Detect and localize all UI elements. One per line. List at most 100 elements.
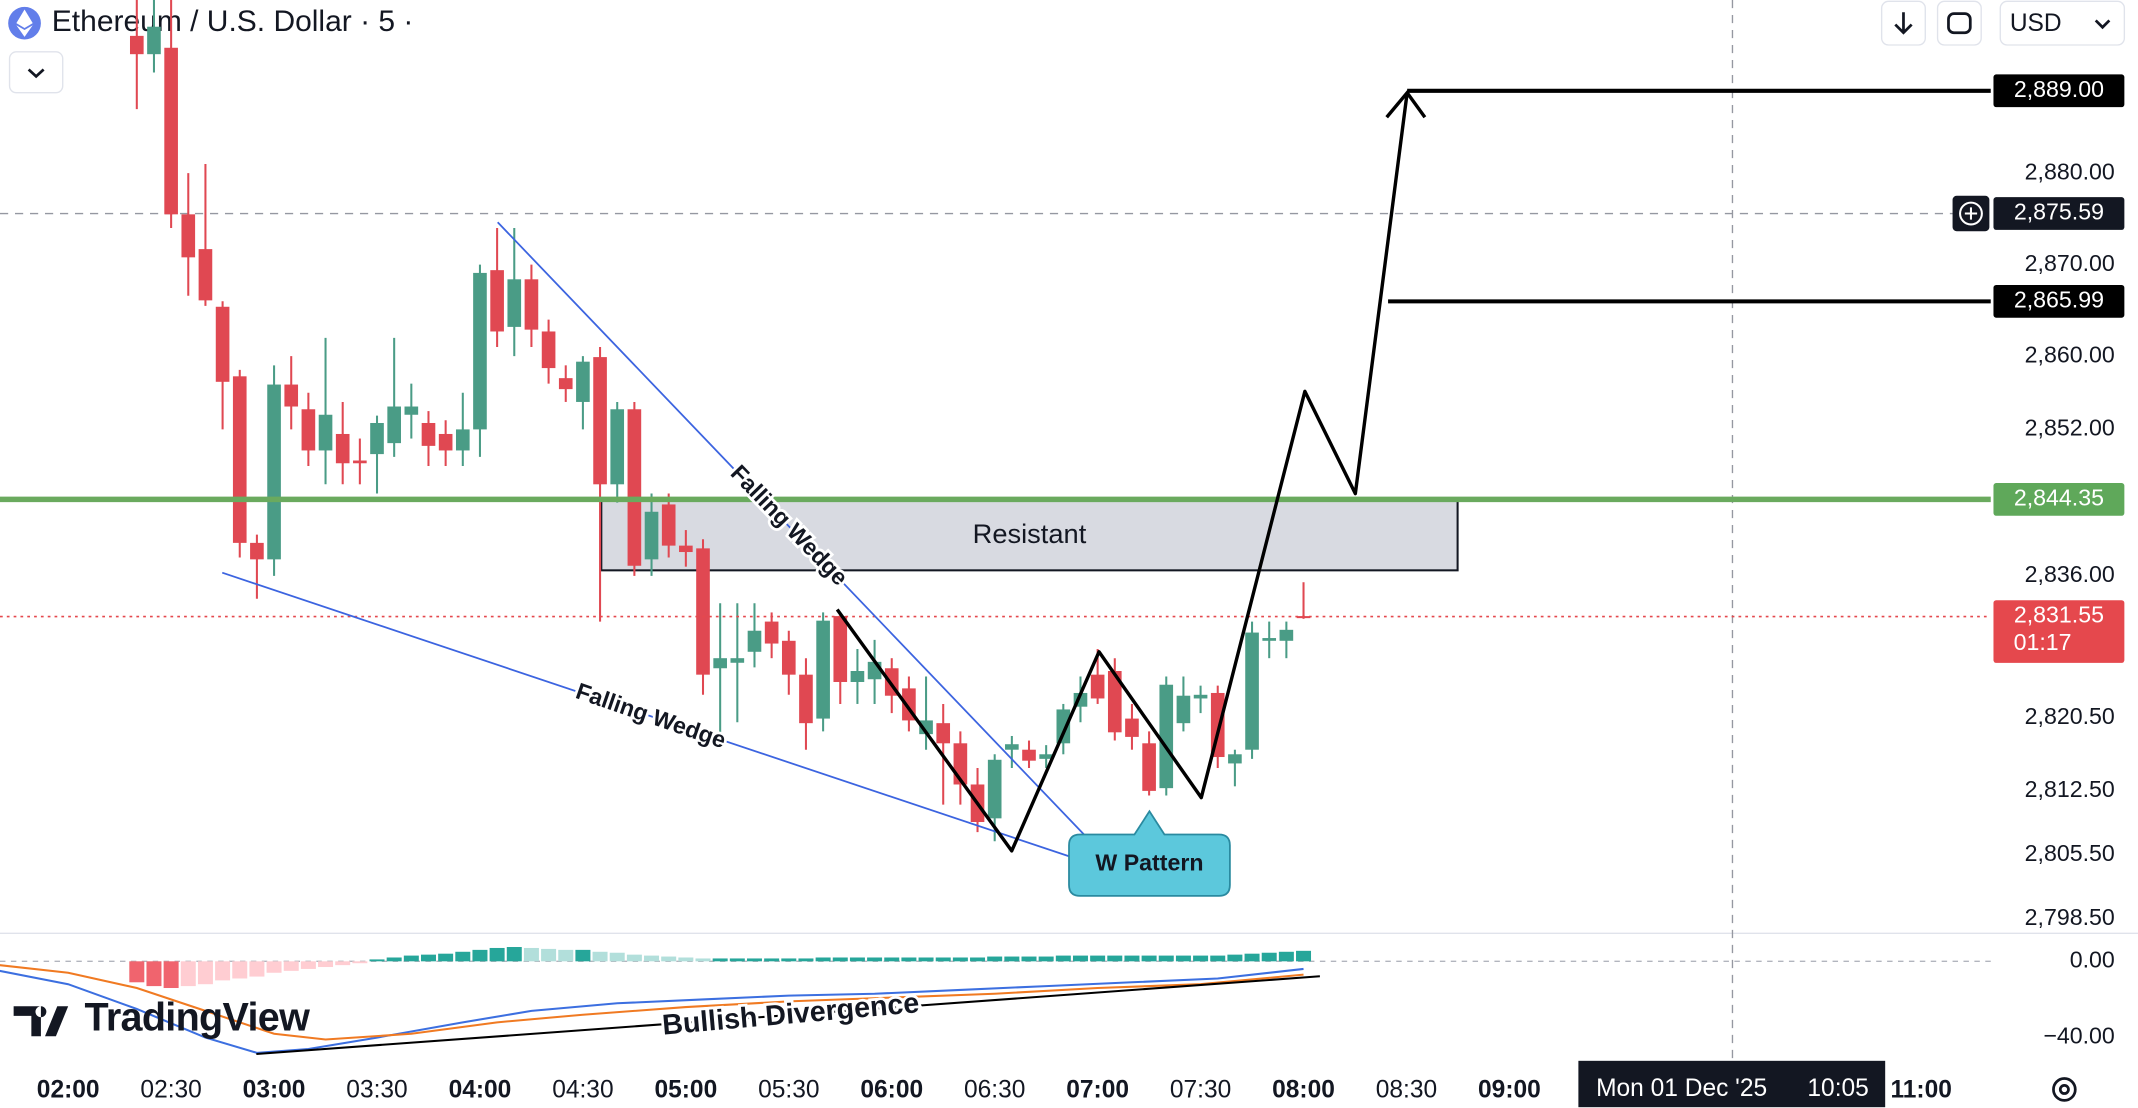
macd-bar (1124, 955, 1140, 962)
macd-bar (798, 958, 814, 962)
y-tick-label: 2,880.00 (2025, 158, 2115, 184)
pattern-label: W Pattern (1095, 850, 1203, 876)
candle-body (215, 306, 230, 382)
candle-body (387, 406, 401, 444)
candle-body (661, 504, 676, 546)
divergence-line (256, 975, 1320, 1056)
x-tick-label: 06:00 (860, 1076, 923, 1103)
brand-mark (13, 1006, 69, 1037)
y-tick-label: 2,820.50 (2025, 703, 2115, 729)
resistance-label: Resistant (973, 518, 1087, 549)
candle-body (438, 433, 453, 451)
macd-bar (523, 947, 539, 962)
macd-bar (1107, 955, 1123, 962)
macd-bar (558, 949, 574, 962)
candle-body (850, 671, 865, 682)
macd-bar (489, 947, 505, 962)
macd-bar (318, 961, 334, 968)
macd-bar (764, 958, 780, 962)
candle-body (181, 214, 196, 258)
candle-body (541, 331, 556, 369)
candle-body (370, 422, 384, 455)
x-tick-label: 02:00 (37, 1076, 100, 1103)
macd-bar (712, 958, 728, 962)
y-tick-label: 2,870.00 (2025, 250, 2115, 276)
x-tick-label: 04:00 (449, 1076, 512, 1103)
macd-bar (849, 957, 865, 962)
symbol-title: Ethereum / U.S. Dollar · 5 · (52, 5, 414, 38)
macd-bar (815, 957, 831, 962)
candle-body (267, 384, 281, 560)
chevron (27, 68, 45, 79)
x-tick-label: 04:30 (552, 1076, 613, 1103)
pattern-callout (1068, 809, 1231, 897)
candle-body (490, 270, 504, 332)
replay-button[interactable] (1936, 0, 1982, 46)
macd-bar (1158, 955, 1174, 962)
x-tick-label: 03:30 (346, 1076, 407, 1103)
candle-body (610, 409, 625, 485)
macd-bar (729, 958, 745, 962)
macd-bar (678, 957, 694, 962)
candle-body (1262, 638, 1277, 641)
price-label-box (1993, 74, 2125, 108)
settings-icon[interactable] (2052, 1077, 2077, 1102)
crosshair-time: 10:05 (1807, 1075, 1868, 1102)
y-tick-label: 2,852.00 (2025, 415, 2115, 441)
candle-body (404, 406, 419, 415)
macd-bar (146, 961, 162, 987)
candle-body (507, 279, 522, 327)
price-label: 2,889.00 (2014, 76, 2104, 102)
crosshair-price: 2,875.59 (2014, 199, 2104, 225)
y-tick-label: 2,836.00 (2025, 561, 2115, 587)
countdown: 01:17 (2014, 629, 2072, 655)
macd-bar (197, 961, 213, 985)
arrow-head (1385, 89, 1427, 119)
candle-body (1125, 718, 1139, 737)
macd-bar (266, 961, 282, 973)
chevron (2094, 19, 2111, 30)
x-tick-label: 05:30 (758, 1076, 819, 1103)
crosshair-date: Mon 01 Dec '25 (1596, 1075, 1767, 1102)
add-icon (1959, 201, 1983, 226)
candle-body (1022, 749, 1036, 761)
candle-body (250, 542, 264, 560)
candle-body (147, 26, 161, 55)
y-tick-label: 2,860.00 (2025, 341, 2115, 367)
candle-body (696, 548, 710, 675)
macd-bar (215, 961, 231, 981)
macd-bar (232, 961, 248, 979)
candle-body (1039, 754, 1053, 759)
candle-body (1228, 754, 1242, 764)
pattern-path (835, 92, 1409, 853)
macd-bar (541, 948, 557, 962)
macd-tick-label: 0.00 (2070, 946, 2115, 972)
candle-body (1107, 671, 1122, 733)
candle-body (1056, 709, 1071, 744)
candle-body (730, 658, 745, 663)
price-label: 2,831.55 (2014, 602, 2104, 628)
brand-logo: TradingView (85, 995, 311, 1039)
macd-bar (970, 957, 986, 962)
settings-icon-core (2058, 1084, 2070, 1095)
candle-body (198, 249, 213, 301)
macd-bar (163, 961, 179, 989)
candle-body (1159, 684, 1174, 789)
macd-bar (472, 949, 488, 962)
candle-body (353, 460, 367, 464)
macd-bar (952, 957, 968, 962)
candle-body (644, 511, 659, 560)
candle-body (987, 759, 1002, 819)
currency-select[interactable] (1999, 0, 2126, 46)
x-tick-label: 05:00 (654, 1076, 717, 1103)
candle-body (576, 361, 590, 402)
candle-body (524, 279, 539, 330)
candle-body (318, 414, 333, 451)
candle-body (1176, 695, 1191, 724)
macd-bar (1278, 951, 1294, 962)
macd-line (0, 964, 1304, 1041)
candle-body (284, 384, 299, 407)
candle-body (679, 545, 693, 553)
collapse-button[interactable] (8, 51, 64, 94)
